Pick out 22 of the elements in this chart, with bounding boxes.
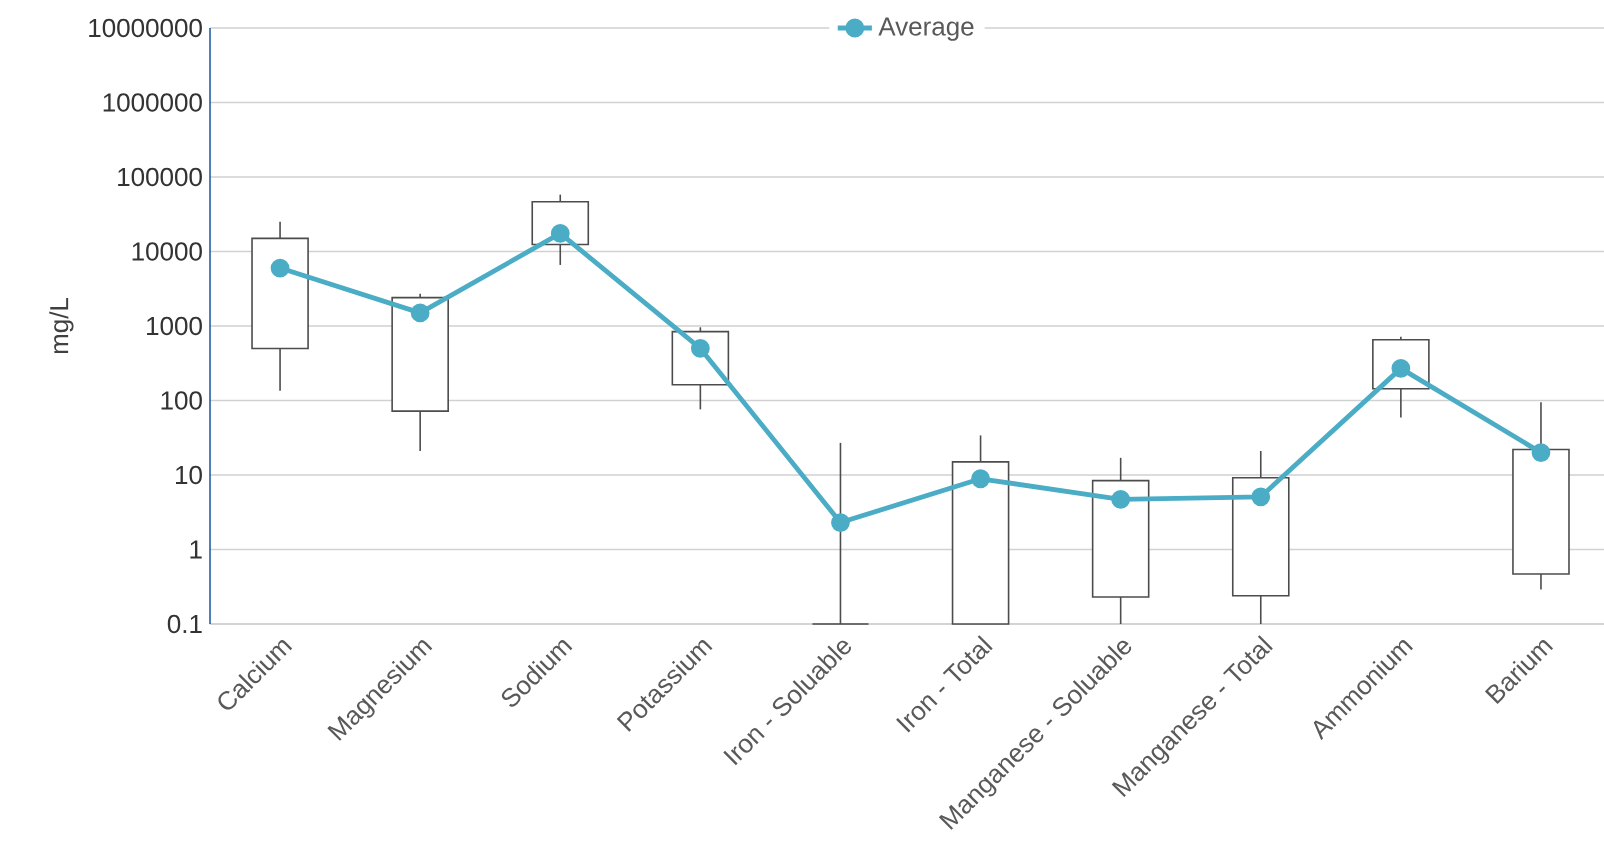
point — [1531, 443, 1551, 462]
point — [971, 469, 990, 489]
y-tick-label: 1 — [190, 540, 202, 559]
y-tick-label: 0.1 — [167, 614, 202, 634]
y-tick-label: 1000 — [147, 316, 202, 336]
candlestick — [811, 442, 870, 625]
point — [1391, 358, 1411, 378]
point — [690, 339, 710, 358]
point — [1111, 490, 1131, 509]
legend-label: Average — [878, 17, 974, 41]
point — [831, 513, 850, 532]
y-tick-label: 10000000 — [89, 18, 202, 38]
y-tick-label: 1000000 — [103, 93, 202, 112]
y-tick-label: 10 — [176, 465, 202, 485]
y-axis-title: mg/L — [49, 297, 74, 354]
point — [550, 223, 570, 243]
y-tick-label: 100 — [161, 391, 202, 410]
point — [270, 258, 290, 278]
point — [410, 303, 430, 323]
y-tick-label: 100000 — [118, 167, 202, 187]
y-tick-label: 10000 — [132, 242, 202, 261]
point — [1251, 487, 1271, 507]
